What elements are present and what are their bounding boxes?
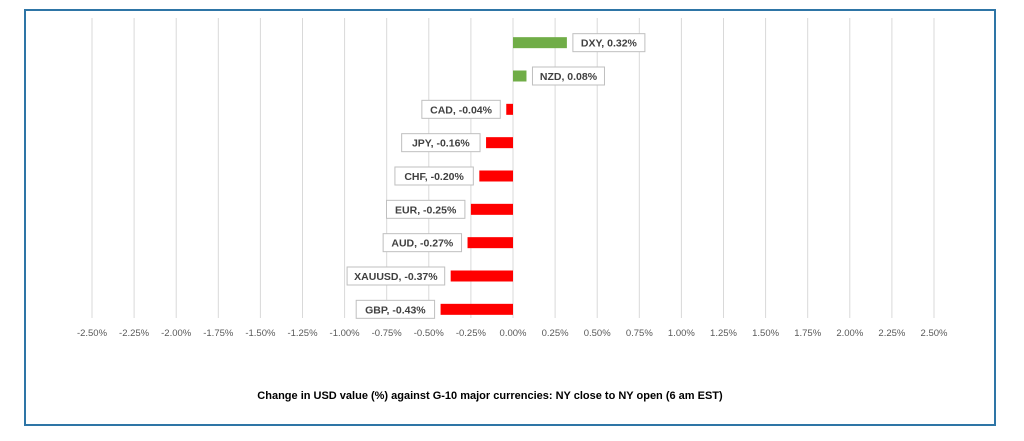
chart-frame xyxy=(24,9,996,426)
data-label-box xyxy=(386,199,466,219)
x-tick-label: 2.50% xyxy=(921,328,948,339)
x-tick-label: -1.50% xyxy=(245,328,276,339)
bar-eur xyxy=(470,203,513,215)
x-tick-label: 0.25% xyxy=(542,328,569,339)
x-tick-label: 1.75% xyxy=(794,328,821,339)
x-tick-label: -2.25% xyxy=(119,328,150,339)
data-label: EUR, -0.25% xyxy=(395,204,457,216)
data-label-box xyxy=(401,133,481,153)
chart-title: Change in USD value (%) against G-10 maj… xyxy=(257,390,723,402)
bar-gbp xyxy=(440,303,513,315)
x-tick-label: -0.50% xyxy=(414,328,445,339)
x-tick-label: -2.00% xyxy=(161,328,192,339)
bar-xauusd xyxy=(450,270,513,282)
x-tick-label: -0.25% xyxy=(456,328,487,339)
data-label-box xyxy=(346,266,446,286)
data-label-box xyxy=(355,299,436,319)
bar-nzd xyxy=(513,70,527,82)
data-label: GBP, -0.43% xyxy=(365,304,426,316)
x-tick-label: 1.25% xyxy=(710,328,737,339)
data-label-box xyxy=(394,166,474,186)
x-tick-label: -1.25% xyxy=(287,328,318,339)
data-label-box xyxy=(572,33,646,53)
x-tick-label: -1.75% xyxy=(203,328,234,339)
data-label-box xyxy=(421,99,501,119)
x-tick-label: 1.50% xyxy=(752,328,779,339)
bar-cad xyxy=(506,103,513,115)
x-tick-label: 2.00% xyxy=(836,328,863,339)
data-label: XAUUSD, -0.37% xyxy=(354,271,438,283)
data-label: CAD, -0.04% xyxy=(430,104,493,116)
x-tick-label: 1.00% xyxy=(668,328,695,339)
x-tick-label: 0.75% xyxy=(626,328,653,339)
data-label: AUD, -0.27% xyxy=(391,238,454,250)
x-tick-label: -1.00% xyxy=(330,328,361,339)
data-label: JPY, -0.16% xyxy=(412,138,470,150)
data-label: CHF, -0.20% xyxy=(404,171,464,183)
bar-chf xyxy=(479,170,513,182)
data-label: NZD, 0.08% xyxy=(540,71,598,83)
x-tick-label: 0.50% xyxy=(584,328,611,339)
x-tick-label: -2.50% xyxy=(77,328,108,339)
bar-aud xyxy=(467,237,513,249)
x-tick-label: 2.25% xyxy=(878,328,905,339)
data-label-box xyxy=(382,233,463,253)
data-label-box xyxy=(531,66,605,86)
x-tick-label: -0.75% xyxy=(372,328,403,339)
bar-dxy xyxy=(513,37,567,49)
data-label: DXY, 0.32% xyxy=(581,38,638,50)
x-tick-label: 0.00% xyxy=(500,328,527,339)
bar-jpy xyxy=(486,137,513,149)
